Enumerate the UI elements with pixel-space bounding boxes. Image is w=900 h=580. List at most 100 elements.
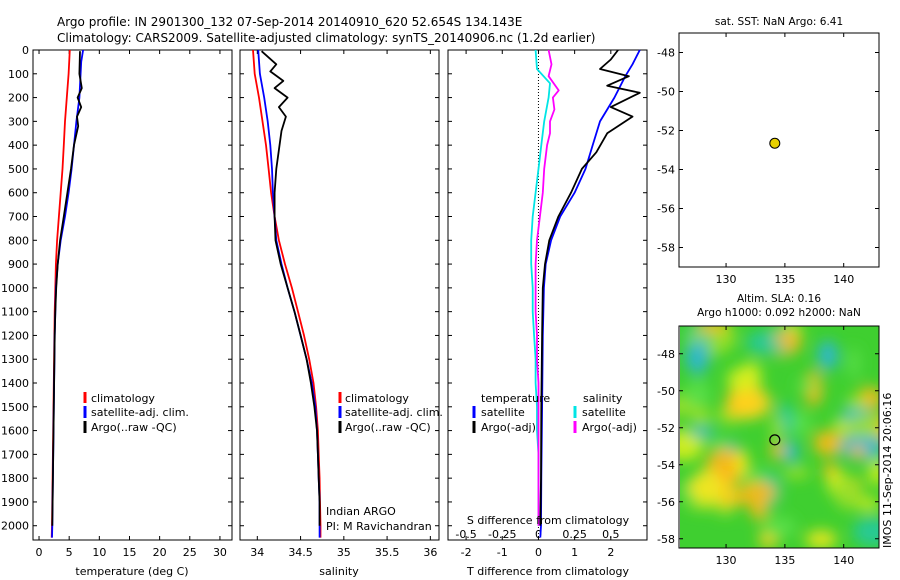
difference-lines: [530, 49, 641, 538]
sla-anomaly: [689, 427, 715, 438]
location-map-panel: sat. SST: NaN Argo: 6.41 130 135 140 -48 -50…: [657, 16, 880, 286]
map-y-tick-label: -52: [657, 422, 675, 435]
temperature-lines: [50, 49, 84, 538]
sla-map-frame: [678, 325, 880, 549]
depth-tick-label: 1000: [1, 282, 29, 295]
difference-y-ticks: [448, 49, 647, 527]
legend-label-argo: Argo(..raw -QC): [91, 421, 177, 434]
argo-location-marker-sla: [769, 434, 781, 446]
legend-title-salinity: salinity: [583, 392, 623, 405]
map-x-tick-label: 135: [774, 554, 795, 567]
x-tick-label: -2: [461, 546, 472, 559]
depth-tick-label: 2000: [1, 520, 29, 533]
sla-anomaly: [691, 405, 711, 426]
salinity-panel: 34 34.5 35 35.5 36 salinity climatology sate…: [239, 49, 443, 578]
s-diff-tick-label: 0.5: [602, 528, 620, 541]
salinity-lines: [252, 49, 322, 538]
sla-anomaly: [769, 442, 786, 459]
sla-anomaly: [734, 449, 749, 476]
s-diff-tick-label: -0.25: [488, 528, 516, 541]
header-line-2: Climatology: CARS2009. Satellite-adjuste…: [57, 31, 595, 45]
x-tick-label: 20: [153, 546, 167, 559]
depth-tick-label: 1400: [1, 377, 29, 390]
t-difference-x-axis: -2 -1 0 1 2: [461, 50, 614, 559]
sla-subtitle: Argo h1000: 0.092 h2000: NaN: [697, 307, 861, 319]
s-diff-tick-label: 0.25: [562, 528, 587, 541]
imos-timestamp: IMOS 11-Sep-2014 20:06:16: [881, 393, 894, 548]
depth-tick-label: 900: [8, 258, 29, 271]
map-y-tick-label: -50: [657, 385, 675, 398]
sla-anomaly: [844, 415, 879, 437]
legend-label-satellite: satellite-adj. clim.: [91, 406, 189, 419]
depth-tick-label: 1700: [1, 448, 29, 461]
map-y-tick-label: -54: [657, 459, 675, 472]
series-line-s-argo-adj-: [534, 49, 560, 526]
sla-anomaly: [848, 347, 860, 379]
sla-anomaly: [749, 500, 768, 520]
depth-tick-label: 1900: [1, 496, 29, 509]
location-map-axes: 130 135 140 -48 -50 -52 -54 -56 -58: [657, 33, 879, 286]
depth-tick-label: 500: [8, 163, 29, 176]
depth-tick-label: 300: [8, 115, 29, 128]
sla-map-panel: Altim. SLA: 0.16 Argo h1000: 0.092 h2000…: [657, 293, 880, 567]
legend-label-s-argo: Argo(-adj): [582, 421, 637, 434]
sla-anomaly: [782, 466, 811, 479]
depth-tick-label: 700: [8, 211, 29, 224]
map-x-tick-label: 140: [833, 273, 854, 286]
sla-anomaly: [852, 517, 879, 547]
sla-anomaly: [696, 326, 729, 333]
legend-label-climatology: climatology: [345, 392, 409, 405]
depth-axis: 0 100 200 300 400 500 600 700 800 900 1000 1100 1200…: [1, 44, 232, 533]
argo-location-marker: [769, 137, 781, 149]
temperature-panel: 0100200300400500600700800900100011001200…: [1, 44, 233, 578]
annotation-pi: PI: M Ravichandran: [326, 520, 432, 533]
x-tick-label: 15: [122, 546, 136, 559]
sla-anomaly: [846, 394, 867, 411]
map-y-tick-label: -58: [657, 242, 675, 255]
header-line-1: Argo profile: IN 2901300_132 07-Sep-2014…: [57, 15, 522, 29]
legend-label-s-satellite: satellite: [582, 406, 626, 419]
salinity-axes-frame: [239, 49, 440, 541]
sla-anomaly: [833, 475, 864, 510]
series-line-climatology: [252, 49, 322, 538]
difference-panel: -2 -1 0 1 2 -0.5 -0.25 0 0.25 0.5 S difference f…: [447, 49, 648, 578]
sla-anomaly: [795, 379, 819, 392]
sla-anomaly: [739, 481, 777, 505]
legend-label-argo: Argo(..raw -QC): [345, 421, 431, 434]
sla-anomaly: [691, 469, 723, 505]
sla-title: Altim. SLA: 0.16: [737, 293, 821, 305]
sla-anomaly-field: [680, 326, 879, 548]
location-map-title: sat. SST: NaN Argo: 6.41: [715, 16, 843, 28]
location-map-frame: [678, 32, 880, 268]
x-tick-label: 34.5: [288, 546, 313, 559]
sla-anomaly: [717, 504, 735, 516]
sla-anomaly: [728, 387, 772, 419]
map-y-tick-label: -54: [657, 164, 675, 177]
sla-heatmap: [680, 326, 879, 548]
depth-tick-label: 800: [8, 234, 29, 247]
map-y-tick-label: -48: [657, 47, 675, 60]
map-y-tick-label: -48: [657, 348, 675, 361]
series-line-t-satellite: [539, 49, 641, 538]
sla-anomaly: [770, 414, 784, 441]
temperature-x-axis: 0 5 10 15 20 25 30: [36, 50, 227, 559]
depth-tick-label: 1100: [1, 306, 29, 319]
sla-anomaly: [684, 380, 711, 408]
map-x-tick-label: 140: [833, 554, 854, 567]
sla-anomaly: [708, 437, 731, 449]
legend-title-temperature: temperature: [481, 392, 550, 405]
sla-anomaly: [813, 430, 843, 456]
depth-tick-label: 600: [8, 187, 29, 200]
sla-anomaly: [762, 516, 797, 539]
temperature-axes-frame: [32, 49, 233, 541]
salinity-xlabel: salinity: [319, 565, 359, 578]
depth-tick-label: 1500: [1, 401, 29, 414]
sla-anomaly: [685, 340, 710, 375]
x-tick-label: 2: [607, 546, 614, 559]
sla-anomaly: [850, 445, 866, 460]
series-line-argo-raw-qc-: [51, 51, 83, 526]
map-x-tick-label: 130: [716, 554, 737, 567]
s-difference-label: S difference from climatology: [467, 514, 630, 527]
map-y-tick-label: -58: [657, 533, 675, 546]
x-tick-label: 30: [213, 546, 227, 559]
